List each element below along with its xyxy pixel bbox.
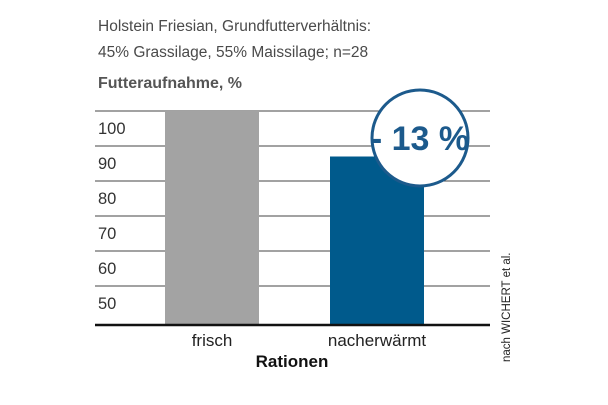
y-tick-labels: 50 60 70 80 90 100 (98, 120, 126, 313)
subtitle-line-2: 45% Grassilage, 55% Maissilage; n=28 (98, 44, 368, 61)
bar-0 (165, 111, 259, 325)
badge-circle (370, 88, 470, 188)
gridlines (95, 110, 490, 287)
y-tick-label: 70 (98, 225, 116, 243)
difference-badge: - 13 % (370, 88, 470, 188)
y-tick-label: 80 (98, 190, 116, 208)
x-category-labels: frisch nacherwärmt (192, 331, 427, 350)
subtitle-line-1: Holstein Friesian, Grundfutterverhältnis… (98, 18, 371, 35)
badge-label: - 13 % (371, 120, 469, 158)
y-tick-label: 100 (98, 120, 126, 138)
x-category-label: nacherwärmt (328, 331, 427, 350)
y-tick-label: 60 (98, 260, 116, 278)
chart-subtitle: Holstein Friesian, Grundfutterverhältnis… (98, 18, 371, 61)
source-credit: nach WICHERT et al. (501, 252, 513, 362)
y-axis-label: Futteraufnahme, % (98, 75, 242, 92)
y-tick-label: 50 (98, 295, 116, 313)
x-category-label: frisch (192, 331, 233, 350)
y-tick-label: 90 (98, 155, 116, 173)
x-axis-label: Rationen (256, 352, 329, 371)
